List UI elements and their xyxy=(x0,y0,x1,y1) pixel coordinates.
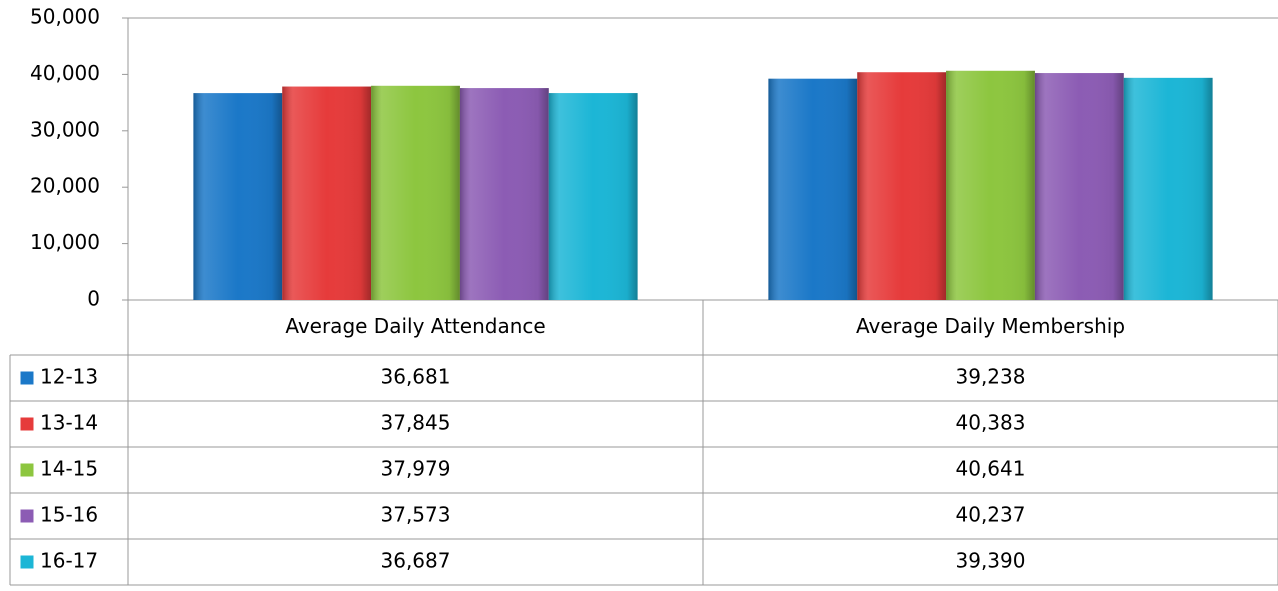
table-value: 36,681 xyxy=(381,365,451,389)
table-value: 40,641 xyxy=(956,457,1026,481)
bar-shine xyxy=(768,78,858,300)
legend-key xyxy=(19,554,35,570)
table-value: 37,573 xyxy=(381,503,451,527)
y-tick-label: 30,000 xyxy=(30,117,100,141)
y-tick-label: 20,000 xyxy=(30,174,100,198)
legend-key xyxy=(19,370,35,386)
y-tick-label: 50,000 xyxy=(30,5,100,29)
legend-label: 16-17 xyxy=(40,549,98,573)
category-label: Average Daily Membership xyxy=(856,314,1125,338)
y-tick-label: 40,000 xyxy=(30,61,100,85)
bar-shine xyxy=(946,70,1035,300)
legend-label: 13-14 xyxy=(40,411,98,435)
bar-shine xyxy=(1034,73,1124,300)
table-value: 39,238 xyxy=(956,365,1026,389)
category-label: Average Daily Attendance xyxy=(285,314,545,338)
y-tick-label: 0 xyxy=(87,287,100,311)
bar-shine xyxy=(1123,77,1213,301)
bar-shine xyxy=(459,88,549,300)
legend-key xyxy=(19,416,35,432)
table-value: 37,979 xyxy=(381,457,451,481)
table-value: 36,687 xyxy=(381,549,451,573)
table-value: 40,237 xyxy=(956,503,1026,527)
legend-label: 14-15 xyxy=(40,457,98,481)
bar-shine xyxy=(193,93,283,300)
bar-shine xyxy=(282,86,372,300)
legend-key xyxy=(19,508,35,524)
legend-key xyxy=(19,462,35,478)
bar-shine xyxy=(857,72,947,300)
bar-shine xyxy=(371,85,460,301)
legend-label: 12-13 xyxy=(40,365,98,389)
table-value: 40,383 xyxy=(956,411,1026,435)
bar-shine xyxy=(548,93,638,300)
table-value: 39,390 xyxy=(956,549,1026,573)
y-tick-label: 10,000 xyxy=(30,230,100,254)
table-value: 37,845 xyxy=(381,411,451,435)
legend-label: 15-16 xyxy=(40,503,98,527)
